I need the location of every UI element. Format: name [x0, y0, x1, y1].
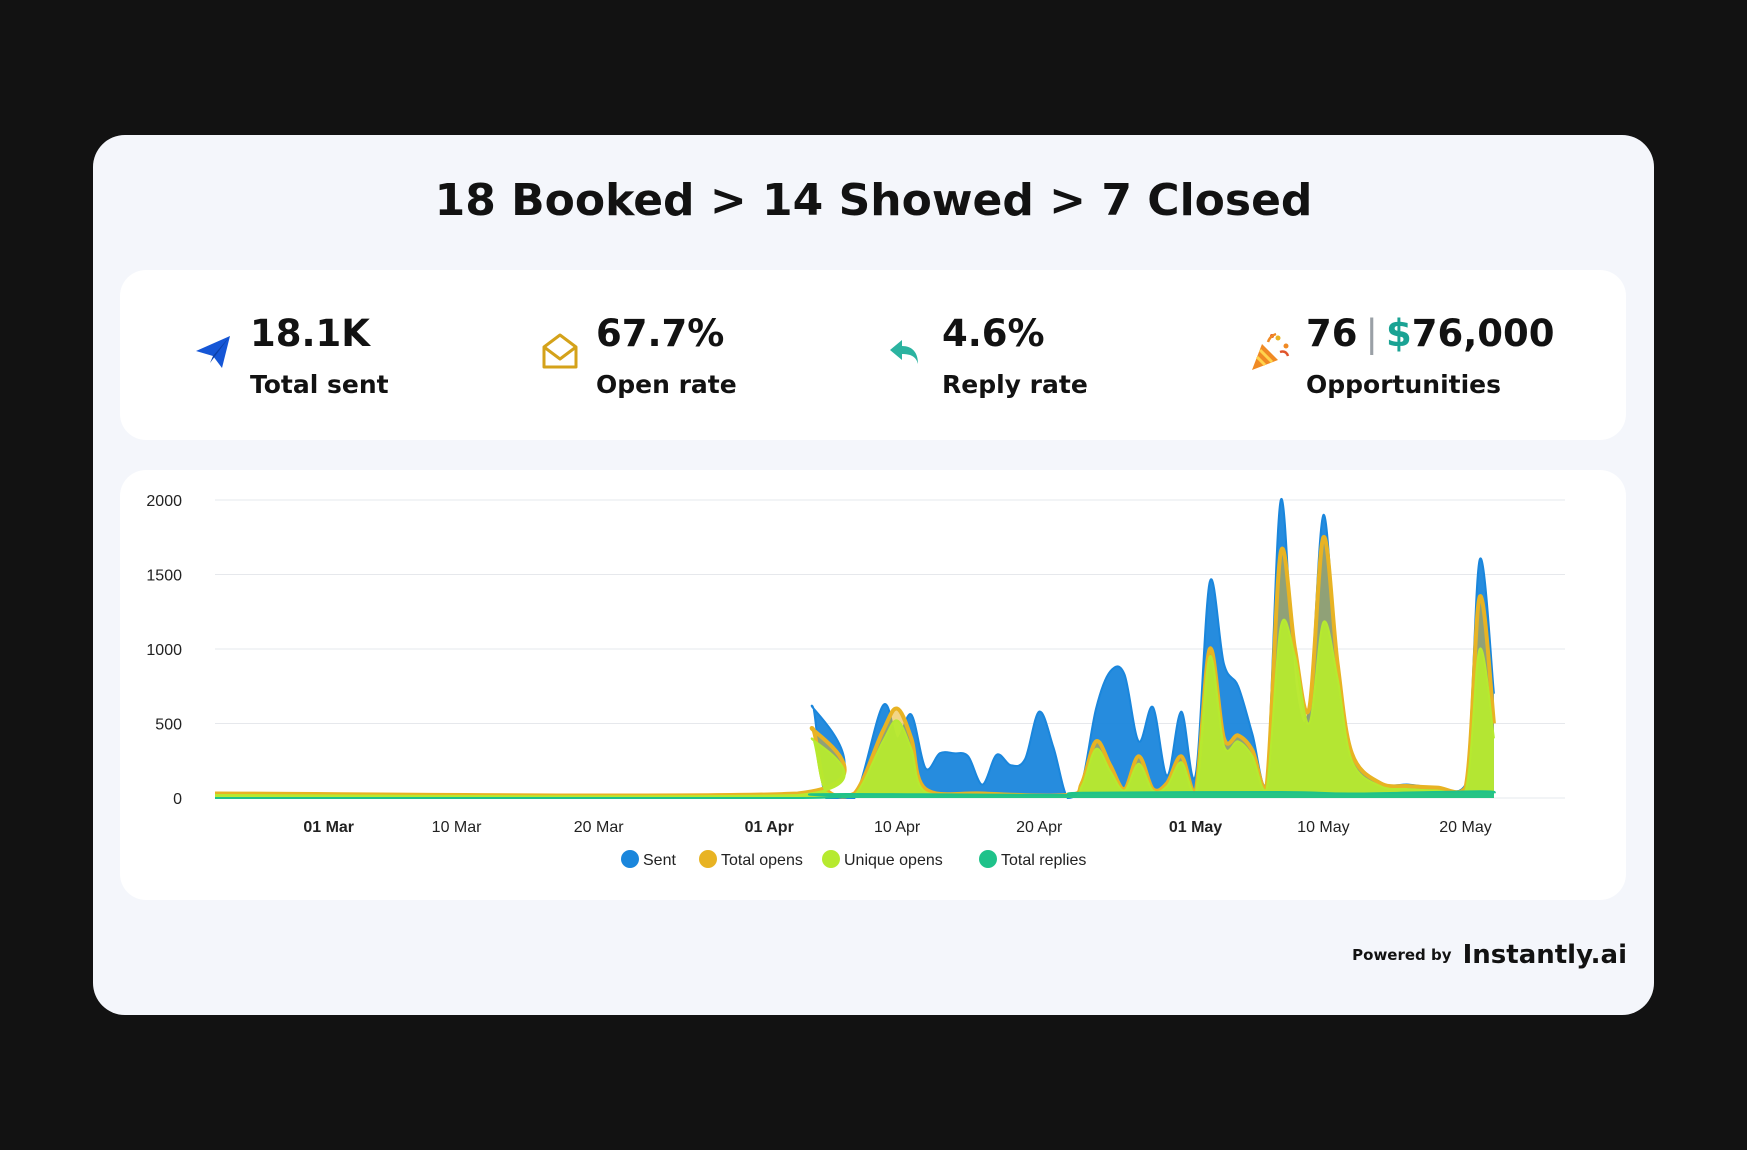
reply-arrow-icon [884, 330, 928, 374]
stat-value: 76 | $76,000 [1306, 312, 1555, 355]
y-tick-label: 1000 [146, 642, 182, 659]
x-tick-label: 20 Apr [1016, 819, 1063, 836]
report-card: 18 Booked > 14 Showed > 7 Closed 18.1K T… [93, 135, 1654, 1015]
x-tick-label: 10 Apr [874, 819, 921, 836]
stat-label: Reply rate [942, 370, 1088, 399]
legend-label: Total replies [1001, 852, 1086, 869]
total-replies-line [215, 790, 1496, 800]
stat-open-rate: 67.7% Open rate [538, 270, 878, 440]
stat-total-sent: 18.1K Total sent [192, 270, 532, 440]
x-tick-label: 10 Mar [432, 819, 482, 836]
party-popper-icon [1248, 330, 1292, 374]
unique-opens-line [214, 618, 1495, 798]
paper-plane-icon [192, 330, 236, 374]
value-separator: | [1365, 312, 1378, 355]
brand-logo-text: Instantly.ai [1462, 940, 1627, 970]
stat-opportunities: 76 | $76,000 Opportunities [1248, 270, 1608, 440]
legend-swatch [621, 850, 639, 868]
legend-swatch [699, 850, 717, 868]
y-tick-label: 0 [173, 791, 182, 808]
stat-reply-rate: 4.6% Reply rate [884, 270, 1224, 440]
powered-by-label: Powered by [1352, 946, 1452, 964]
unique-opens-area [215, 619, 1494, 798]
stats-panel: 18.1K Total sent 67.7% Open rate 4.6% Re… [120, 270, 1626, 440]
stat-label: Total sent [250, 370, 389, 399]
x-tick-label: 20 Mar [574, 819, 624, 836]
x-tick-label: 10 May [1297, 819, 1349, 836]
legend-label: Sent [643, 852, 676, 869]
y-tick-label: 500 [155, 717, 182, 734]
chart-panel: 0 500 1000 1500 2000 01 Mar 10 Mar 20 Mar 01 Apr… [120, 470, 1626, 900]
funnel-headline: 18 Booked > 14 Showed > 7 Closed [434, 175, 1313, 226]
area-chart: 0 500 1000 1500 2000 01 Mar 10 Mar 20 Mar 01 Apr… [146, 493, 1565, 869]
footer: Powered by Instantly.ai [1352, 940, 1627, 970]
envelope-open-icon [538, 330, 582, 374]
opportunity-amount: 76,000 [1411, 312, 1555, 355]
legend-swatch [822, 850, 840, 868]
stat-value: 67.7% [596, 312, 725, 355]
legend-label: Total opens [721, 852, 803, 869]
stat-label: Open rate [596, 370, 737, 399]
legend-swatch [979, 850, 997, 868]
stat-label: Opportunities [1306, 370, 1502, 399]
stat-value: 18.1K [250, 312, 370, 355]
legend-label: Unique opens [844, 852, 943, 869]
x-tick-label: 01 Mar [303, 819, 354, 836]
x-tick-label: 01 May [1169, 819, 1222, 836]
y-tick-label: 1500 [146, 568, 182, 585]
opportunity-count: 76 [1306, 312, 1358, 355]
currency-symbol: $ [1385, 312, 1412, 355]
y-tick-label: 2000 [146, 493, 182, 510]
x-tick-label: 01 Apr [745, 819, 794, 836]
x-tick-label: 20 May [1439, 819, 1491, 836]
stat-value: 4.6% [942, 312, 1045, 355]
